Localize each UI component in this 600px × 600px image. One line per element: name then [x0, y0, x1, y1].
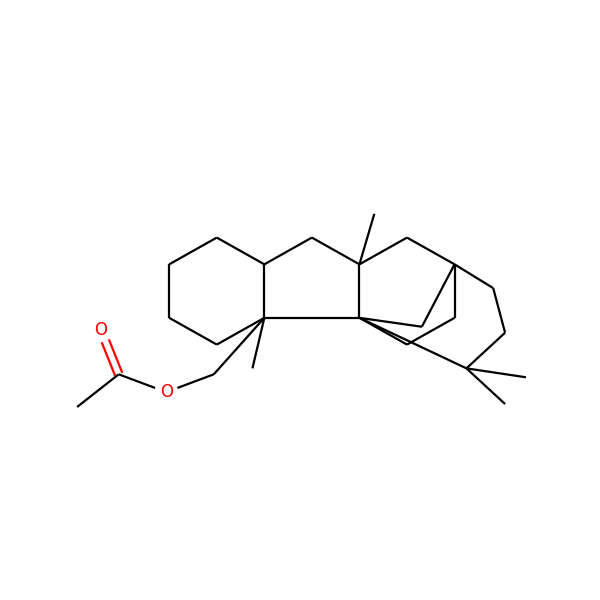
- Text: O: O: [94, 321, 107, 339]
- Text: O: O: [160, 383, 173, 401]
